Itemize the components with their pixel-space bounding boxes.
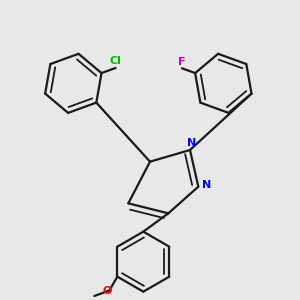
Text: Cl: Cl xyxy=(110,56,122,66)
Text: N: N xyxy=(187,138,196,148)
Text: N: N xyxy=(202,180,211,190)
Text: F: F xyxy=(178,57,186,67)
Text: O: O xyxy=(103,286,112,296)
